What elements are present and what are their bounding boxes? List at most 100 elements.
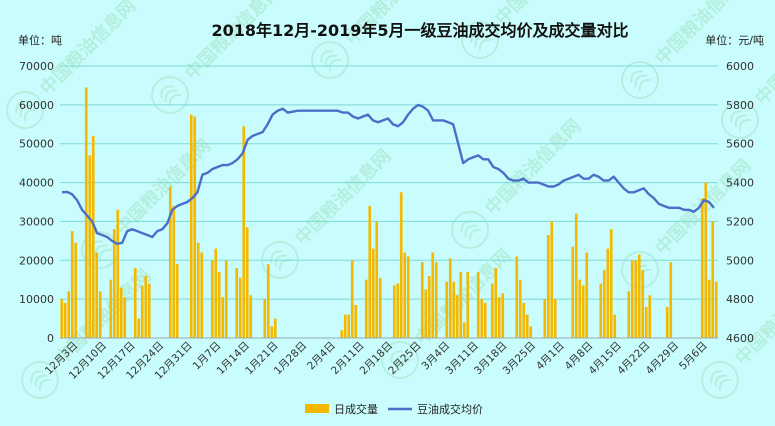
- watermark-logo: 中国粮油信息网: [311, 0, 445, 79]
- volume-bar: [193, 116, 197, 338]
- watermark-logo-icon: [270, 250, 292, 272]
- volume-bar: [613, 314, 617, 338]
- left-tick-label: 20000: [19, 254, 54, 267]
- left-tick-label: 60000: [19, 99, 54, 112]
- volume-bar: [217, 271, 221, 338]
- volume-bar: [347, 314, 351, 338]
- volume-bar: [63, 303, 67, 338]
- volume-bar: [67, 291, 71, 338]
- right-tick-label: 4800: [726, 293, 754, 306]
- watermark-text: 中国粮油信息网: [751, 5, 775, 110]
- volume-bar: [200, 252, 204, 338]
- watermark-logo-icon: [30, 370, 52, 392]
- volume-bar: [364, 279, 368, 338]
- volume-bar: [396, 283, 400, 338]
- volume-bar: [665, 306, 669, 338]
- watermark-logo-ring: [311, 41, 349, 79]
- right-tick-label: 4600: [726, 332, 754, 345]
- volume-bar: [494, 268, 498, 338]
- volume-bar: [634, 260, 638, 338]
- watermark-logo-icon: [160, 85, 182, 107]
- watermark-text: 中国粮油信息网: [181, 0, 286, 84]
- volume-bar: [112, 229, 116, 338]
- volume-bar: [119, 287, 123, 338]
- volume-bar: [462, 322, 466, 338]
- volume-bar: [266, 264, 270, 338]
- volume-bar: [263, 299, 267, 338]
- volume-bar: [431, 252, 435, 338]
- volume-bar: [88, 155, 92, 338]
- volume-bar: [459, 271, 463, 338]
- volume-bar: [189, 114, 193, 338]
- legend-swatch-volume: [305, 404, 329, 413]
- watermark-logo-icon: [630, 70, 652, 92]
- volume-bar: [630, 260, 634, 338]
- volume-bar: [238, 277, 242, 338]
- volume-bar: [172, 205, 176, 338]
- volume-bar: [518, 279, 522, 338]
- volume-bar: [98, 291, 102, 338]
- volume-bar: [424, 289, 428, 338]
- volume-bar: [196, 242, 200, 338]
- volume-bar: [466, 271, 470, 338]
- left-tick-label: 10000: [19, 293, 54, 306]
- volume-bar: [123, 297, 127, 338]
- volume-bar: [497, 297, 501, 338]
- volume-bar: [585, 252, 589, 338]
- watermark-logo: 中国粮油信息网: [621, 0, 755, 99]
- volume-bar: [368, 205, 372, 338]
- right-tick-label: 5000: [726, 254, 754, 267]
- watermark-logo-ring: [621, 251, 659, 289]
- watermark-text: 中国粮油信息网: [731, 265, 775, 370]
- volume-bar: [399, 192, 403, 338]
- right-axis-unit: 单位：元/吨: [705, 33, 764, 47]
- volume-bar: [343, 314, 347, 338]
- volume-bar: [711, 221, 715, 338]
- right-tick-label: 5200: [726, 215, 754, 228]
- volume-bar: [546, 235, 550, 338]
- volume-bar: [707, 279, 711, 338]
- volume-bar: [249, 295, 253, 338]
- x-tick-label: 4月1日: [534, 340, 567, 373]
- volume-bar: [501, 293, 505, 338]
- volume-bar: [644, 306, 648, 338]
- volume-bar: [445, 281, 449, 338]
- volume-bar: [515, 256, 519, 338]
- volume-bar: [553, 299, 557, 338]
- volume-bar: [490, 283, 494, 338]
- volume-bar: [571, 246, 575, 338]
- volume-bar: [406, 256, 410, 338]
- volume-bar: [627, 291, 631, 338]
- volume-bar: [525, 314, 529, 338]
- volume-bar: [427, 275, 431, 338]
- volume-bar: [714, 281, 718, 338]
- volume-bar: [84, 87, 88, 338]
- legend: 日成交量 豆油成交均价: [305, 402, 483, 416]
- watermark-logo-icon: [470, 30, 492, 52]
- left-tick-label: 30000: [19, 215, 54, 228]
- volume-bar: [704, 182, 708, 338]
- right-tick-label: 6000: [726, 60, 754, 73]
- volume-bar: [60, 299, 64, 338]
- volume-bar: [609, 229, 613, 338]
- watermark-logo-ring: [381, 341, 419, 379]
- legend-label-volume: 日成交量: [334, 402, 378, 416]
- volume-bar: [641, 270, 645, 338]
- volume-bar: [242, 126, 246, 338]
- volume-bar: [578, 279, 582, 338]
- volume-bar: [70, 231, 74, 338]
- volume-bar: [91, 135, 95, 338]
- volume-bar: [448, 258, 452, 338]
- chart-title: 2018年12月-2019年5月一级豆油成交均价及成交量对比: [211, 21, 628, 40]
- volume-bar: [175, 264, 179, 338]
- volume-bar: [700, 198, 704, 338]
- watermark-logo-ring: [151, 76, 189, 114]
- volume-bar: [147, 283, 151, 338]
- volume-bar: [95, 252, 99, 338]
- left-tick-label: 50000: [19, 138, 54, 151]
- volume-bar: [637, 254, 641, 338]
- watermark-logo-icon: [320, 50, 342, 72]
- watermark-logo: 中国粮油信息网: [151, 0, 286, 114]
- volume-bar: [245, 227, 249, 338]
